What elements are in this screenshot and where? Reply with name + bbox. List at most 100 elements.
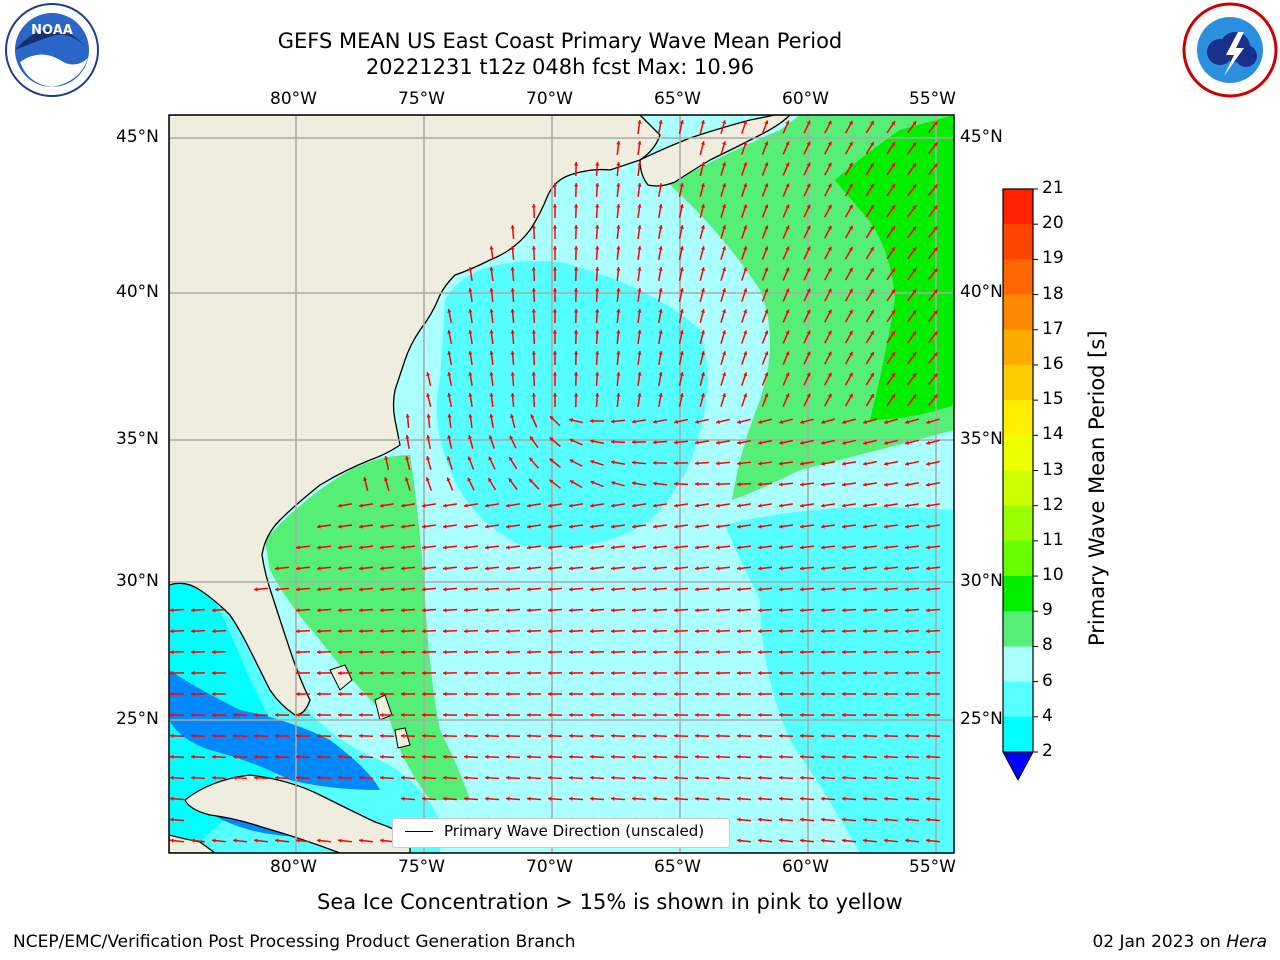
colorbar-segment-6 xyxy=(1003,400,1033,436)
wave-arrow-632 xyxy=(379,649,395,655)
wave-arrow-656 xyxy=(883,649,899,655)
wave-arrow-411 xyxy=(526,503,542,508)
wave-arrow-101 xyxy=(865,225,875,239)
wave-arrow-628 xyxy=(295,649,311,655)
wave-arrow-87 xyxy=(573,224,579,240)
wave-arrow-248 xyxy=(489,371,494,387)
wave-arrow-848 xyxy=(379,775,395,780)
wave-arrow-481 xyxy=(715,545,731,550)
wave-arrow-108 xyxy=(552,245,558,261)
wave-arrow-729 xyxy=(211,712,227,718)
wave-arrow-450 xyxy=(715,524,731,529)
wave-arrow-855 xyxy=(526,775,542,780)
wave-arrow-518 xyxy=(820,566,836,571)
wave-arrow-468 xyxy=(442,545,458,550)
wave-arrow-466 xyxy=(400,545,416,550)
wave-arrow-221 xyxy=(447,350,453,366)
wave-arrow-584 xyxy=(799,608,815,613)
wave-arrow-138 xyxy=(699,267,705,281)
wave-arrow-46 xyxy=(573,182,579,198)
wave-arrow-413 xyxy=(568,503,584,508)
wave-arrow-597 xyxy=(358,629,374,634)
wave-arrow-367 xyxy=(799,461,815,466)
wave-arrow-432 xyxy=(337,524,353,529)
wave-arrow-781 xyxy=(526,733,542,739)
wave-arrow-345 xyxy=(905,439,919,445)
wave-arrow-159 xyxy=(658,287,663,303)
lon-label-bottom-70w: 70°W xyxy=(526,857,573,877)
wave-arrow-901 xyxy=(925,796,941,801)
wave-arrow-925 xyxy=(862,817,878,822)
wave-arrow-398 xyxy=(862,482,878,487)
wave-arrow-712 xyxy=(631,691,647,697)
wave-arrow-414 xyxy=(589,503,605,508)
wave-arrow-555 xyxy=(904,587,920,592)
wave-arrow-525 xyxy=(274,587,290,592)
wave-arrow-796 xyxy=(841,733,857,739)
wave-arrow-521 xyxy=(883,566,899,571)
wave-arrow-237 xyxy=(782,351,790,365)
wave-arrow-28 xyxy=(928,142,938,154)
wave-arrow-144 xyxy=(824,267,832,281)
wave-arrow-124 xyxy=(886,246,896,260)
wave-arrow-786 xyxy=(631,733,647,739)
wave-arrow-833 xyxy=(841,754,857,759)
wave-arrow-860 xyxy=(631,775,647,780)
wave-arrow-142 xyxy=(782,267,790,281)
wave-arrow-573 xyxy=(568,608,584,613)
wave-arrow-239 xyxy=(824,351,832,365)
chart-title: GEFS MEAN US East Coast Primary Wave Mea… xyxy=(250,28,870,80)
wave-arrow-163 xyxy=(741,288,748,302)
wave-arrow-654 xyxy=(841,649,857,655)
colorbar-label-2: 2 xyxy=(1042,741,1053,761)
wave-arrow-57 xyxy=(803,183,811,197)
wave-arrow-133 xyxy=(595,266,600,282)
wave-arrow-637 xyxy=(484,649,500,655)
wave-arrow-240 xyxy=(844,351,854,365)
wave-arrow-595 xyxy=(316,629,332,634)
wave-arrow-143 xyxy=(803,267,811,281)
wave-arrow-137 xyxy=(678,267,684,281)
wave-arrow-272 xyxy=(468,392,473,408)
wave-arrow-467 xyxy=(421,545,437,550)
wave-arrow-111 xyxy=(616,245,621,261)
wave-arrow-565 xyxy=(400,608,416,613)
wave-arrow-238 xyxy=(803,351,811,365)
wave-arrow-337 xyxy=(736,440,752,445)
wave-arrow-769 xyxy=(274,733,290,739)
wave-arrow-524 xyxy=(253,587,269,592)
wave-arrow-547 xyxy=(736,587,752,592)
wave-arrow-902 xyxy=(169,817,185,822)
wave-arrow-734 xyxy=(316,712,332,718)
wave-arrow-920 xyxy=(757,817,773,822)
wave-arrow-585 xyxy=(820,608,836,613)
wave-arrow-689 xyxy=(862,670,878,676)
wave-arrow-622 xyxy=(883,629,899,634)
wave-arrow-381 xyxy=(508,477,518,491)
wave-arrow-421 xyxy=(736,503,752,508)
wave-arrow-1 xyxy=(658,119,663,135)
wave-arrow-286 xyxy=(761,393,769,407)
wave-arrow-829 xyxy=(757,754,773,759)
wave-arrow-808 xyxy=(316,754,332,759)
wave-arrow-875 xyxy=(169,796,185,801)
wave-arrow-718 xyxy=(757,691,773,697)
wave-arrow-932 xyxy=(232,838,248,843)
wave-arrow-795 xyxy=(820,733,836,739)
wave-arrow-503 xyxy=(505,566,521,571)
wave-arrow-51 xyxy=(678,183,684,197)
wave-arrow-110 xyxy=(595,245,600,261)
wave-arrow-119 xyxy=(782,246,790,260)
wave-arrow-477 xyxy=(631,545,647,550)
wave-arrow-536 xyxy=(505,587,521,592)
wave-arrow-758 xyxy=(820,712,836,718)
wave-arrow-125 xyxy=(907,246,917,260)
wave-arrow-210 xyxy=(720,330,727,344)
wave-arrow-48 xyxy=(616,182,621,198)
wave-arrow-471 xyxy=(505,545,521,550)
wave-direction-arrows xyxy=(169,119,941,843)
wave-arrow-407 xyxy=(442,503,458,508)
wave-arrow-386 xyxy=(611,480,625,487)
wave-arrow-743 xyxy=(505,712,521,718)
wave-arrow-436 xyxy=(421,524,437,529)
